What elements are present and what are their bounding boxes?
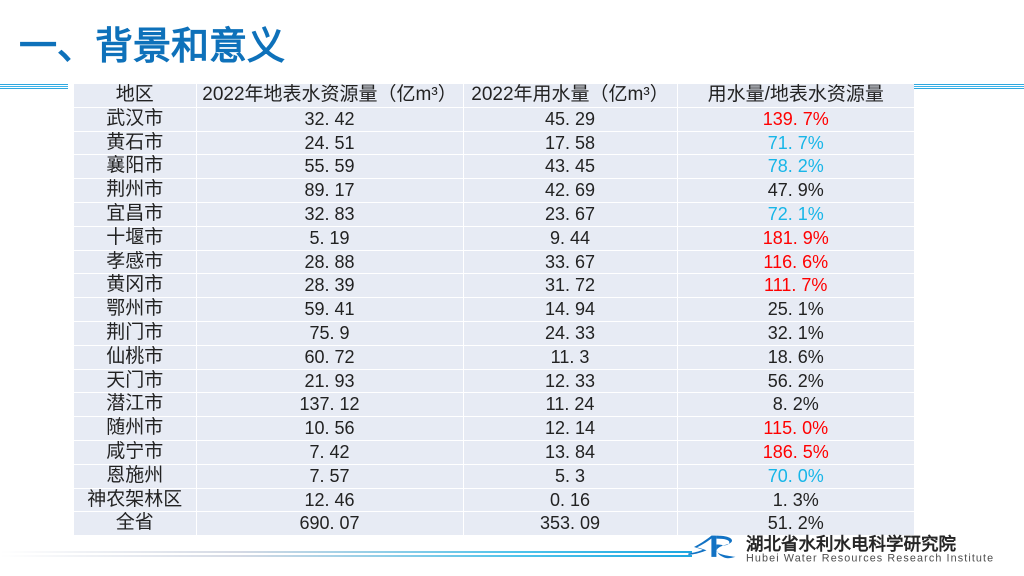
svg-text:Hubei Water Resources Resear: Hubei Water Resources Research Institute <box>746 553 994 565</box>
svg-text:湖北省水利水电科学研究院: 湖北省水利水电科学研究院 <box>746 534 956 554</box>
